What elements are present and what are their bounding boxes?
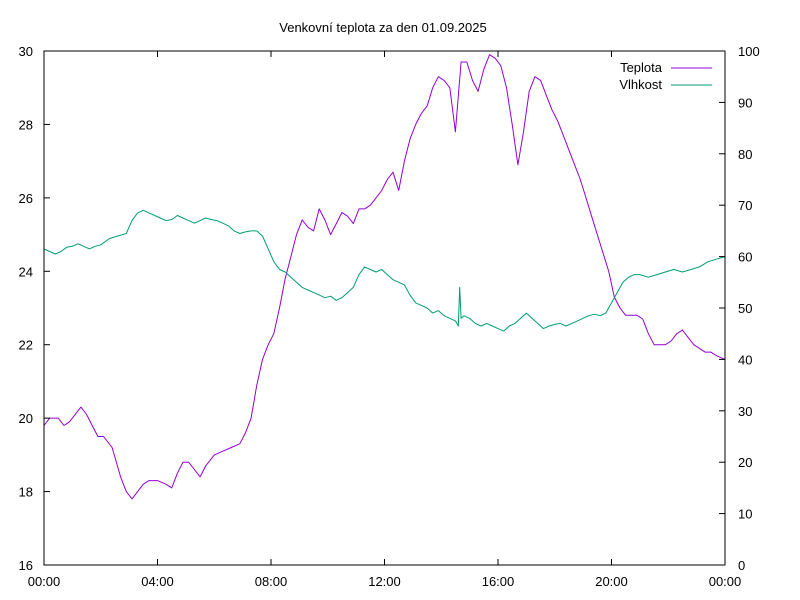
chart-title: Venkovní teplota za den 01.09.2025 [279, 20, 486, 35]
y-left-tick-label: 22 [19, 338, 33, 353]
x-tick-label: 20:00 [595, 574, 628, 589]
y-right-tick-label: 30 [738, 404, 752, 419]
series-layer [43, 54, 726, 500]
y-right-tick-label: 100 [738, 44, 760, 59]
y-left-tick-label: 16 [19, 558, 33, 573]
x-tick-label: 04:00 [141, 574, 174, 589]
y-right-tick-label: 60 [738, 250, 752, 265]
y-right-tick-label: 10 [738, 507, 752, 522]
y-left-tick-label: 30 [19, 44, 33, 59]
y-right-tick-label: 0 [738, 558, 745, 573]
legend-label-vlhkost: Vlhkost [619, 77, 662, 92]
y-right-tick-label: 70 [738, 198, 752, 213]
x-tick-label: 00:00 [28, 574, 61, 589]
y-right-tick-label: 90 [738, 95, 752, 110]
y-left-tick-label: 26 [19, 191, 33, 206]
y-right-tick-label: 20 [738, 455, 752, 470]
y-left-tick-label: 28 [19, 117, 33, 132]
x-tick-label: 12:00 [368, 574, 401, 589]
ticks-layer: 16 18 20 22 24 26 28 30 0 10 20 30 40 50 60 70 80 90 100 00… [19, 44, 760, 589]
x-tick-label: 16:00 [482, 574, 515, 589]
series-line-teplota [43, 54, 726, 500]
x-tick-label: 00:00 [709, 574, 742, 589]
y-right-tick-label: 50 [738, 301, 752, 316]
legend-label-teplota: Teplota [620, 60, 663, 75]
y-left-tick-label: 18 [19, 485, 33, 500]
y-left-tick-label: 24 [19, 264, 33, 279]
y-right-tick-label: 80 [738, 147, 752, 162]
x-tick-label: 08:00 [255, 574, 288, 589]
y-left-tick-label: 20 [19, 411, 33, 426]
legend: Teplota Vlhkost [619, 60, 712, 92]
series-line-vlhkost [43, 209, 726, 332]
y-right-tick-label: 40 [738, 352, 752, 367]
